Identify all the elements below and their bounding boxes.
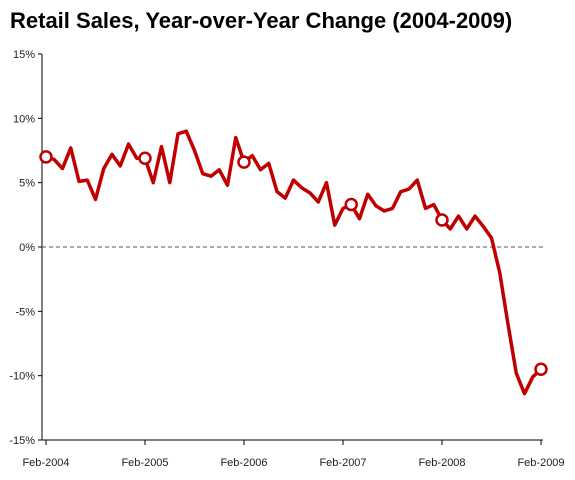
y-tick-label: 15%	[13, 49, 35, 61]
data-point-marker	[534, 362, 548, 376]
y-tick-label: 0%	[19, 242, 35, 254]
chart-title: Retail Sales, Year-over-Year Change (200…	[10, 8, 513, 33]
series-line	[44, 129, 543, 396]
data-point-marker	[39, 150, 53, 164]
x-tick-label: Feb-2009	[517, 457, 564, 469]
data-point-marker	[435, 213, 449, 227]
y-tick-label: 5%	[19, 178, 35, 190]
y-tick-label: 10%	[13, 113, 35, 125]
y-tick-label: -15%	[9, 435, 35, 447]
x-tick-label: Feb-2008	[418, 457, 465, 469]
data-point-marker	[344, 197, 358, 212]
data-point-marker	[237, 155, 251, 169]
x-tick-label: Feb-2005	[121, 457, 168, 469]
x-tick-label: Feb-2004	[22, 457, 69, 469]
x-tick-label: Feb-2006	[220, 457, 267, 469]
x-tick-label: Feb-2007	[319, 457, 366, 469]
y-tick-label: -5%	[15, 306, 35, 318]
data-point-marker	[138, 151, 152, 165]
y-tick-label: -10%	[9, 371, 35, 383]
